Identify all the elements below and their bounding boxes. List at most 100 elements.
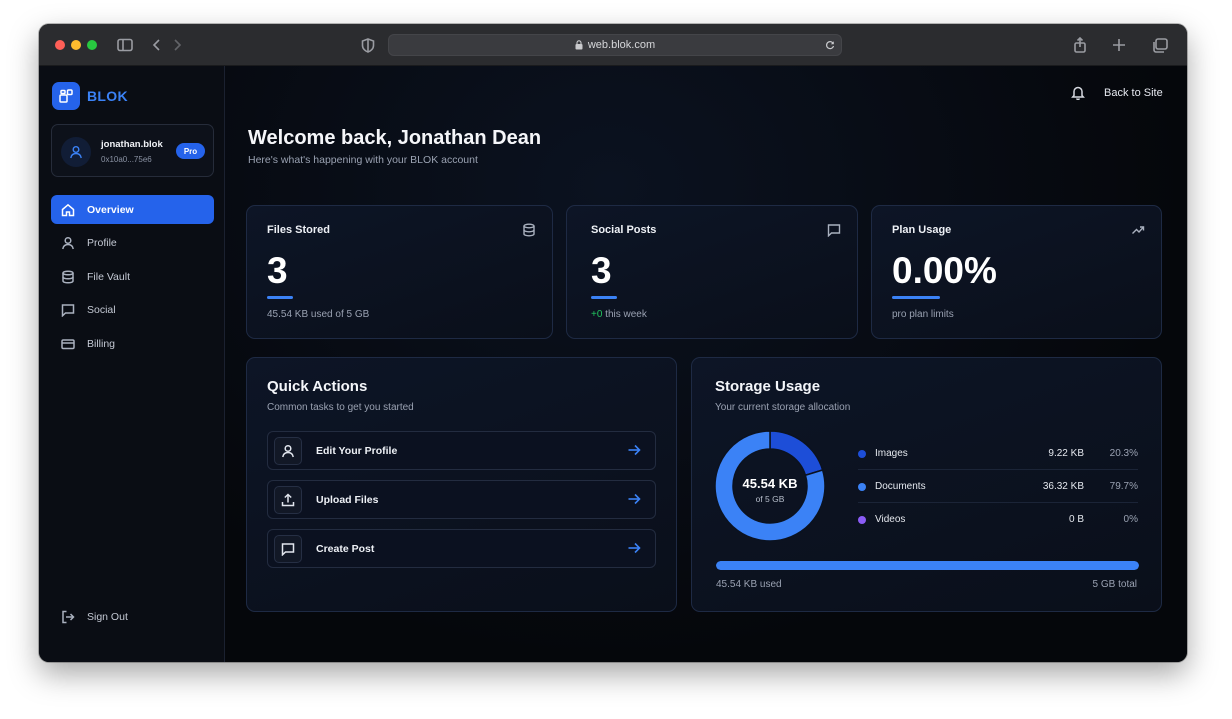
- storage-used-label: 45.54 KB used: [716, 579, 782, 590]
- legend-size: 9.22 KB: [1048, 448, 1084, 459]
- donut-segment-images: [769, 430, 824, 477]
- legend-row-images: Images 9.22 KB 20.3%: [858, 437, 1138, 470]
- donut-center-value: 45.54 KB: [742, 476, 798, 491]
- weekly-change: +0: [591, 309, 603, 320]
- arrow-right-icon: [627, 541, 641, 560]
- stat-card-social-posts: Social Posts 3 +0 this week: [566, 205, 858, 339]
- legend-size: 36.32 KB: [1042, 481, 1084, 492]
- home-icon: [61, 203, 75, 216]
- bell-icon[interactable]: [1071, 85, 1085, 105]
- sidebar-item-social[interactable]: Social: [51, 296, 214, 325]
- address-bar[interactable]: web.blok.com: [388, 34, 842, 56]
- message-icon: [61, 304, 75, 317]
- sidebar-item-label: Billing: [87, 337, 116, 350]
- legend-name: Documents: [875, 481, 926, 492]
- sidebar-item-billing[interactable]: Billing: [51, 329, 214, 358]
- back-icon[interactable]: [148, 36, 166, 54]
- url-text: web.blok.com: [587, 39, 656, 51]
- sidebar-item-label: Profile: [87, 237, 117, 249]
- database-icon: [522, 223, 536, 242]
- stat-value: 3: [591, 250, 612, 291]
- sidebar-item-profile[interactable]: Profile: [51, 229, 214, 258]
- legend-name: Images: [875, 448, 908, 459]
- legend-name: Videos: [875, 514, 906, 525]
- quick-action-create-post[interactable]: Create Post: [267, 529, 656, 568]
- sign-out-button[interactable]: Sign Out: [61, 610, 128, 624]
- zoom-window-button[interactable]: [87, 40, 97, 50]
- legend-dot: [858, 450, 866, 458]
- stat-title: Plan Usage: [892, 224, 952, 236]
- tab-overview-icon[interactable]: [1151, 36, 1169, 54]
- legend-percent: 0%: [1123, 514, 1138, 525]
- stat-value: 0.00%: [892, 250, 997, 291]
- sidebar-item-file-vault[interactable]: File Vault: [51, 262, 214, 291]
- quick-action-label: Create Post: [316, 543, 375, 555]
- upload-icon: [274, 486, 302, 514]
- credit-card-icon: [61, 338, 75, 349]
- share-icon[interactable]: [1071, 36, 1089, 54]
- storage-usage-panel: Storage Usage Your current storage alloc…: [691, 357, 1162, 612]
- user-name: jonathan.blok: [101, 139, 163, 150]
- brand[interactable]: BLOK: [52, 82, 128, 110]
- user-icon: [70, 146, 82, 159]
- stat-title: Social Posts: [591, 224, 657, 236]
- forward-icon[interactable]: [168, 36, 186, 54]
- lock-icon: [575, 40, 583, 50]
- legend-row-documents: Documents 36.32 KB 79.7%: [858, 470, 1138, 503]
- message-icon: [274, 535, 302, 563]
- trending-up-icon: [1131, 223, 1145, 242]
- minimize-window-button[interactable]: [71, 40, 81, 50]
- stat-card-plan-usage: Plan Usage 0.00% pro plan limits: [871, 205, 1162, 339]
- panel-subtitle: Your current storage allocation: [715, 402, 851, 413]
- stat-subtext: pro plan limits: [892, 309, 954, 320]
- database-icon: [62, 269, 74, 284]
- arrow-right-icon: [627, 443, 641, 462]
- user-icon: [274, 437, 302, 465]
- sidebar-item-label: Overview: [87, 203, 134, 216]
- back-to-site-link[interactable]: Back to Site: [1104, 87, 1163, 99]
- user-card[interactable]: jonathan.blok 0x10a0...75e6 Pro: [51, 124, 214, 177]
- log-out-icon: [62, 610, 75, 624]
- quick-action-upload-files[interactable]: Upload Files: [267, 480, 656, 519]
- legend-percent: 79.7%: [1109, 481, 1138, 492]
- stat-subtext: 45.54 KB used of 5 GB: [267, 309, 370, 320]
- sidebar-item-overview[interactable]: Overview: [51, 195, 214, 224]
- donut-center-sub: of 5 GB: [755, 494, 785, 504]
- quick-actions-panel: Quick Actions Common tasks to get you st…: [246, 357, 677, 612]
- panel-title: Storage Usage: [715, 378, 821, 395]
- privacy-shield-icon[interactable]: [359, 36, 377, 54]
- quick-action-edit-profile[interactable]: Edit Your Profile: [267, 431, 656, 470]
- storage-total-label: 5 GB total: [1092, 579, 1137, 590]
- legend-dot: [858, 483, 866, 491]
- page-subtitle: Here's what's happening with your BLOK a…: [248, 154, 478, 166]
- sidebar-item-label: File Vault: [87, 270, 130, 283]
- stat-underline: [267, 296, 293, 299]
- stat-card-files-stored: Files Stored 3 45.54 KB used of 5 GB: [246, 205, 553, 339]
- panel-title: Quick Actions: [267, 378, 368, 395]
- sidebar: BLOK jonathan.blok 0x10a0...75e6 Pro Ove…: [39, 66, 225, 662]
- legend-dot: [858, 516, 866, 524]
- sign-out-label: Sign Out: [87, 611, 128, 623]
- legend-percent: 20.3%: [1109, 448, 1138, 459]
- plan-badge: Pro: [176, 143, 205, 159]
- quick-action-label: Edit Your Profile: [316, 445, 398, 457]
- blok-logo-icon: [52, 82, 80, 110]
- storage-progress-fill: [716, 561, 1139, 570]
- sidebar-item-label: Social: [87, 304, 116, 316]
- stat-title: Files Stored: [267, 224, 330, 236]
- legend-size: 0 B: [1068, 514, 1084, 525]
- main-content: Back to Site Welcome back, Jonathan Dean…: [225, 66, 1187, 662]
- wallet-address: 0x10a0...75e6: [101, 155, 152, 164]
- legend-row-videos: Videos 0 B 0%: [858, 503, 1138, 536]
- new-tab-icon[interactable]: [1110, 36, 1128, 54]
- sidebar-toggle-icon[interactable]: [116, 36, 134, 54]
- donut-segment-documents: [714, 430, 826, 542]
- quick-action-label: Upload Files: [316, 494, 379, 506]
- reload-icon[interactable]: [825, 40, 835, 50]
- browser-toolbar: web.blok.com: [39, 24, 1187, 66]
- donut-svg: [714, 430, 826, 542]
- panel-subtitle: Common tasks to get you started: [267, 402, 414, 413]
- stat-underline: [892, 296, 940, 299]
- close-window-button[interactable]: [55, 40, 65, 50]
- browser-window: web.blok.com BLOK: [39, 24, 1187, 662]
